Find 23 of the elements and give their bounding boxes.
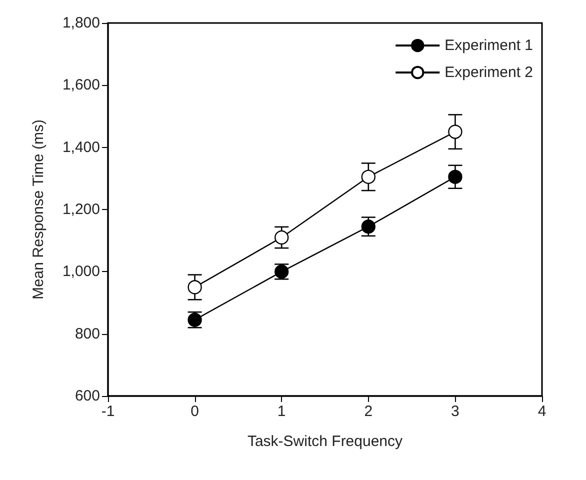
y-axis-title: Mean Response Time (ms) <box>30 119 47 300</box>
x-tick-label: 1 <box>277 403 286 420</box>
legend-label: Experiment 2 <box>444 64 533 81</box>
point <box>361 170 376 184</box>
y-tick-label: 1,000 <box>62 263 100 280</box>
y-tick-label: 800 <box>74 325 100 342</box>
x-tick-label: 3 <box>451 403 460 420</box>
x-tick-label: 2 <box>364 403 373 420</box>
point <box>448 124 462 139</box>
y-tick-label: 1,800 <box>62 14 100 32</box>
x-tick-label: 0 <box>190 403 199 420</box>
y-tick-label: 1,600 <box>62 76 100 94</box>
x-axis-title: Task-Switch Frequency <box>247 433 404 450</box>
y-tick-label: 600 <box>74 388 100 404</box>
legend-label: Experiment 1 <box>444 37 533 54</box>
x-tick-label: -1 <box>101 403 115 420</box>
point <box>361 220 376 234</box>
point <box>274 230 289 245</box>
y-tick-label: 1,200 <box>62 201 100 218</box>
point <box>448 170 462 184</box>
y-tick-label: 1,400 <box>62 138 100 156</box>
point <box>188 280 202 294</box>
x-tick-label: 4 <box>538 403 546 420</box>
